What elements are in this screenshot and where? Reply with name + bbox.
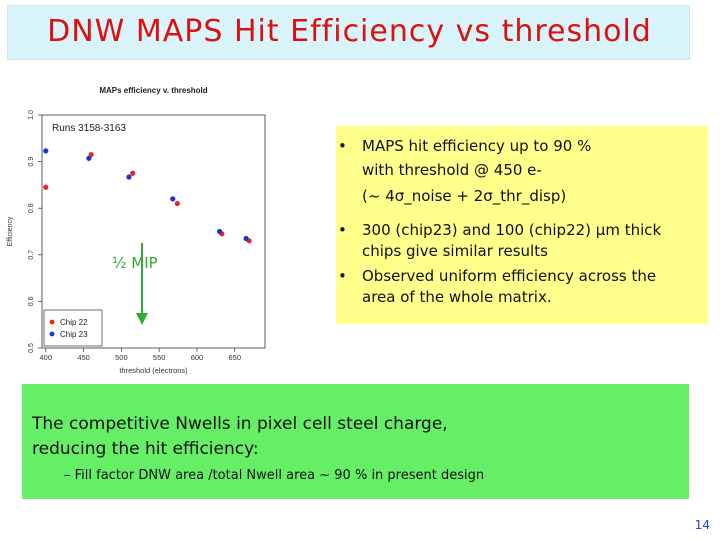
bullet-line: chips give similar results <box>362 242 548 260</box>
note-subpoint: – Fill factor DNW area /total Nwell area… <box>64 468 485 483</box>
bullet-line: with threshold @ 450 e- <box>362 161 542 179</box>
legend-marker <box>49 331 55 337</box>
data-point-chip23 <box>217 228 223 235</box>
data-point-chip23 <box>86 155 92 161</box>
data-point-chip23 <box>43 148 49 154</box>
plot-frame <box>41 114 266 349</box>
bullet-line: 300 (chip23) and 100 (chip22) μm thick <box>362 221 662 239</box>
slide-title: DNW MAPS Hit Efficiency vs threshold <box>47 14 652 49</box>
note-line: The competitive Nwells in pixel cell ste… <box>32 414 448 434</box>
bullet-line: Observed uniform efficiency across the <box>362 267 657 285</box>
title-banner: DNW MAPS Hit Efficiency vs threshold <box>7 5 690 60</box>
efficiency-scatter-chart: MAPs efficiency v. threshold 400 450 500 550… <box>7 86 266 375</box>
data-point-chip22 <box>174 200 180 207</box>
note-line: reducing the hit efficiency: <box>32 439 259 459</box>
x-axis-label: threshold (electrons) <box>119 366 188 375</box>
x-tick-label: 600 <box>191 353 204 362</box>
bullet-marker: • <box>338 137 347 155</box>
x-tick-label: 500 <box>115 353 128 362</box>
x-tick-label: 650 <box>229 353 242 362</box>
summary-bullets-box: • MAPS hit efficiency up to 90 % with th… <box>336 126 708 324</box>
bullet-marker: • <box>338 267 347 285</box>
legend-box <box>43 309 103 347</box>
x-tick-label: 400 <box>40 353 53 362</box>
data-point-chip23 <box>243 235 249 242</box>
y-tick-label: 0.8 <box>28 203 35 213</box>
y-tick-label: 0.7 <box>28 250 35 260</box>
bullet-line: MAPS hit efficiency up to 90 % <box>362 137 592 155</box>
data-point-chip23 <box>126 174 132 180</box>
mip-annotation: ½ MIP <box>112 254 158 272</box>
legend-marker <box>49 319 55 325</box>
legend-label: Chip 23 <box>60 330 88 339</box>
data-point-chip23 <box>170 196 176 202</box>
data-point-chip22 <box>43 184 49 190</box>
x-tick-label: 550 <box>153 353 166 362</box>
y-axis-label: Efficiency <box>7 216 14 246</box>
bullet-line: (~ 4σ_noise + 2σ_thr_disp) <box>362 187 567 205</box>
chart-title: MAPs efficiency v. threshold <box>99 86 207 95</box>
mip-arrow-head <box>136 313 148 325</box>
page-number: 14 <box>694 518 710 532</box>
nwell-note-box: The competitive Nwells in pixel cell ste… <box>22 384 689 499</box>
data-point-chip22 <box>88 152 94 158</box>
note-text: The competitive Nwells in pixel cell ste… <box>32 412 448 462</box>
y-tick-label: 0.9 <box>28 157 35 167</box>
data-point-chip22 <box>130 170 136 176</box>
bullet-line: area of the whole matrix. <box>362 288 552 306</box>
legend-label: Chip 22 <box>60 318 88 327</box>
y-tick-label: 1.0 <box>28 110 35 120</box>
y-tick-label: 0.6 <box>28 296 35 306</box>
bullet-marker: • <box>338 221 347 239</box>
x-tick-label: 450 <box>77 353 90 362</box>
chart-subtitle: Runs 3158-3163 <box>52 123 126 134</box>
y-tick-label: 0.5 <box>28 343 35 353</box>
